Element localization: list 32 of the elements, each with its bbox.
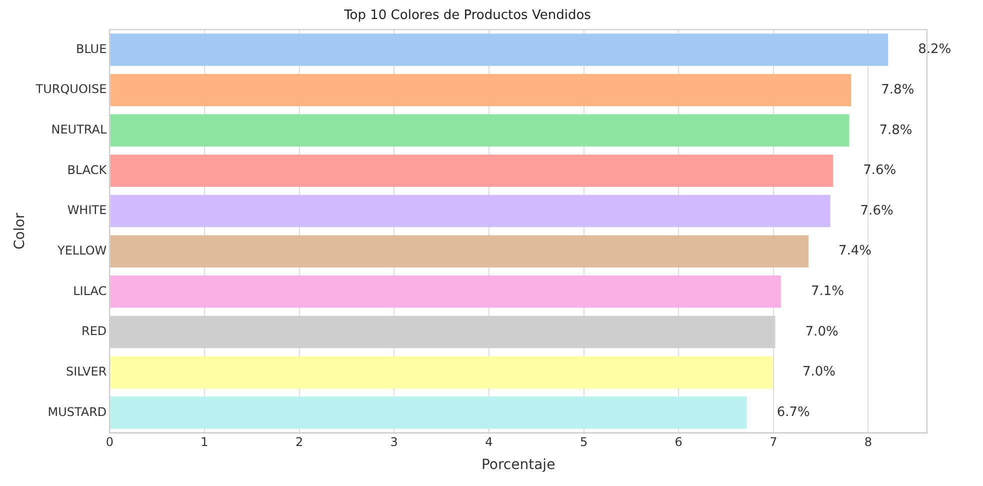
y-tick-label: WHITE [67, 203, 107, 218]
y-tick-label: BLACK [67, 162, 108, 177]
x-tick-label: 2 [295, 435, 304, 450]
data-label: 7.8% [881, 82, 914, 98]
x-tick-label: 6 [674, 435, 682, 450]
x-tick-label: 8 [864, 435, 872, 450]
x-axis-title: Porcentaje [481, 457, 556, 474]
x-tick-label: 3 [390, 435, 398, 450]
data-label: 7.6% [860, 203, 894, 218]
data-label: 7.1% [810, 284, 844, 300]
chart-title: Top 10 Colores de Productos Vendidos [343, 8, 592, 24]
y-tick-label: YELLOW [56, 243, 107, 258]
data-label: 8.2% [918, 42, 952, 58]
x-tick-label: 7 [770, 435, 778, 450]
y-axis-title: Color [12, 212, 28, 250]
x-tick-label: 4 [485, 435, 493, 450]
data-label: 7.0% [805, 324, 838, 340]
y-tick-label: SILVER [66, 364, 107, 378]
x-tick-label: 1 [200, 435, 208, 450]
y-tick-label: MUSTARD [48, 404, 107, 419]
y-tick-label: TURQUOISE [34, 82, 107, 96]
data-label: 7.4% [838, 244, 872, 259]
data-label: 7.6% [863, 163, 896, 178]
data-label: 6.7% [776, 405, 810, 420]
data-label: 7.8% [879, 122, 912, 138]
y-tick-label: LILAC [73, 284, 107, 298]
x-tick-label: 5 [580, 435, 588, 450]
x-tick-label: 0 [106, 435, 114, 450]
y-tick-label: RED [81, 324, 107, 338]
y-tick-label: BLUE [76, 42, 107, 56]
y-tick-label: NEUTRAL [51, 122, 107, 137]
data-label: 7.0% [802, 364, 836, 380]
